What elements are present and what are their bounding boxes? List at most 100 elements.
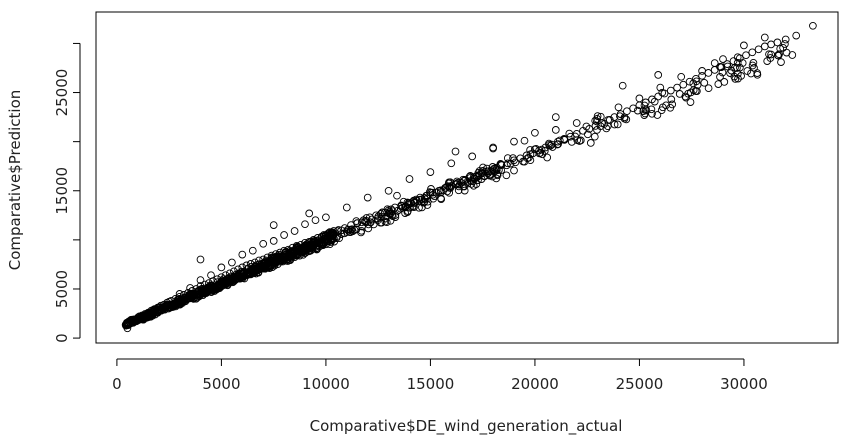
data-point — [259, 261, 268, 270]
data-point — [219, 280, 227, 289]
data-point — [742, 51, 750, 60]
data-point — [234, 265, 242, 274]
data-point — [760, 33, 769, 42]
data-point — [196, 276, 205, 284]
x-tick-label: 0 — [112, 375, 122, 393]
data-point — [781, 40, 789, 48]
data-point — [426, 168, 435, 176]
data-point — [648, 109, 656, 118]
data-point — [246, 260, 255, 268]
data-point — [311, 216, 320, 225]
data-point — [541, 143, 550, 152]
data-point — [423, 201, 432, 209]
data-point — [543, 153, 552, 162]
data-point — [445, 183, 454, 192]
data-point — [359, 216, 368, 225]
data-point — [551, 113, 560, 121]
data-point — [284, 245, 293, 254]
data-point — [292, 241, 301, 250]
data-point — [434, 186, 443, 195]
data-point — [698, 67, 706, 75]
data-point — [535, 146, 543, 155]
data-point — [238, 250, 247, 259]
data-point — [422, 191, 431, 200]
x-tick-label: 25000 — [616, 375, 664, 393]
data-point — [472, 172, 481, 180]
data-point — [560, 135, 569, 144]
data-point — [301, 220, 309, 229]
data-point — [474, 172, 483, 180]
data-point — [467, 180, 476, 188]
data-point — [401, 209, 409, 217]
x-axis: 0 5000 10000 15000 20000 25000 30000 — [112, 358, 768, 393]
data-point — [591, 122, 600, 130]
data-point — [511, 158, 520, 167]
data-point — [340, 224, 349, 232]
data-point — [401, 203, 409, 212]
data-point — [372, 211, 380, 220]
data-point — [613, 120, 622, 129]
data-point — [593, 115, 601, 123]
data-point — [763, 57, 772, 65]
data-point — [259, 255, 268, 264]
data-point — [415, 203, 423, 212]
data-point — [361, 217, 369, 226]
data-point — [239, 268, 248, 277]
data-point — [253, 266, 261, 274]
data-point — [673, 83, 681, 92]
data-point — [133, 316, 142, 325]
data-point — [714, 80, 723, 88]
data-point — [342, 228, 351, 236]
data-point — [717, 63, 725, 71]
data-point — [635, 94, 644, 103]
data-point — [551, 126, 560, 134]
data-point — [485, 167, 493, 175]
data-point — [269, 260, 278, 269]
data-point — [309, 236, 318, 244]
data-point — [242, 261, 251, 270]
data-point — [385, 207, 394, 216]
data-point — [781, 35, 790, 44]
data-point — [547, 140, 556, 149]
data-point — [384, 206, 393, 215]
data-point — [409, 196, 418, 205]
data-point — [614, 103, 623, 112]
data-point — [280, 246, 288, 255]
data-point — [520, 136, 529, 145]
data-point — [567, 138, 576, 146]
x-tick-label: 10000 — [302, 375, 350, 393]
data-point — [597, 119, 606, 127]
data-point — [155, 307, 163, 315]
data-point — [566, 132, 575, 141]
data-point — [397, 201, 406, 210]
x-tick-label: 15000 — [407, 375, 455, 393]
plot-frame — [95, 11, 839, 344]
data-point — [685, 77, 694, 86]
data-point — [393, 191, 401, 200]
data-point — [596, 122, 605, 131]
data-point — [590, 132, 599, 141]
data-point — [526, 156, 535, 165]
data-point — [317, 233, 326, 241]
data-point — [502, 161, 511, 170]
data-point — [405, 203, 414, 212]
y-tick-label: 5000 — [53, 270, 71, 308]
data-point — [733, 59, 742, 67]
data-point — [650, 97, 659, 106]
data-point — [748, 48, 757, 57]
data-point — [357, 228, 365, 237]
data-point — [195, 292, 204, 300]
x-axis-title: Comparative$DE_wind_generation_actual — [310, 417, 623, 436]
data-point — [301, 238, 309, 247]
data-point — [610, 120, 619, 129]
data-point — [640, 111, 649, 119]
data-point — [740, 41, 748, 50]
data-point — [305, 237, 314, 246]
data-point — [710, 59, 719, 67]
data-point — [288, 243, 297, 252]
data-point — [248, 246, 257, 255]
data-point — [729, 57, 738, 65]
data-point — [698, 71, 706, 80]
data-point — [283, 255, 292, 264]
data-point — [653, 111, 662, 119]
